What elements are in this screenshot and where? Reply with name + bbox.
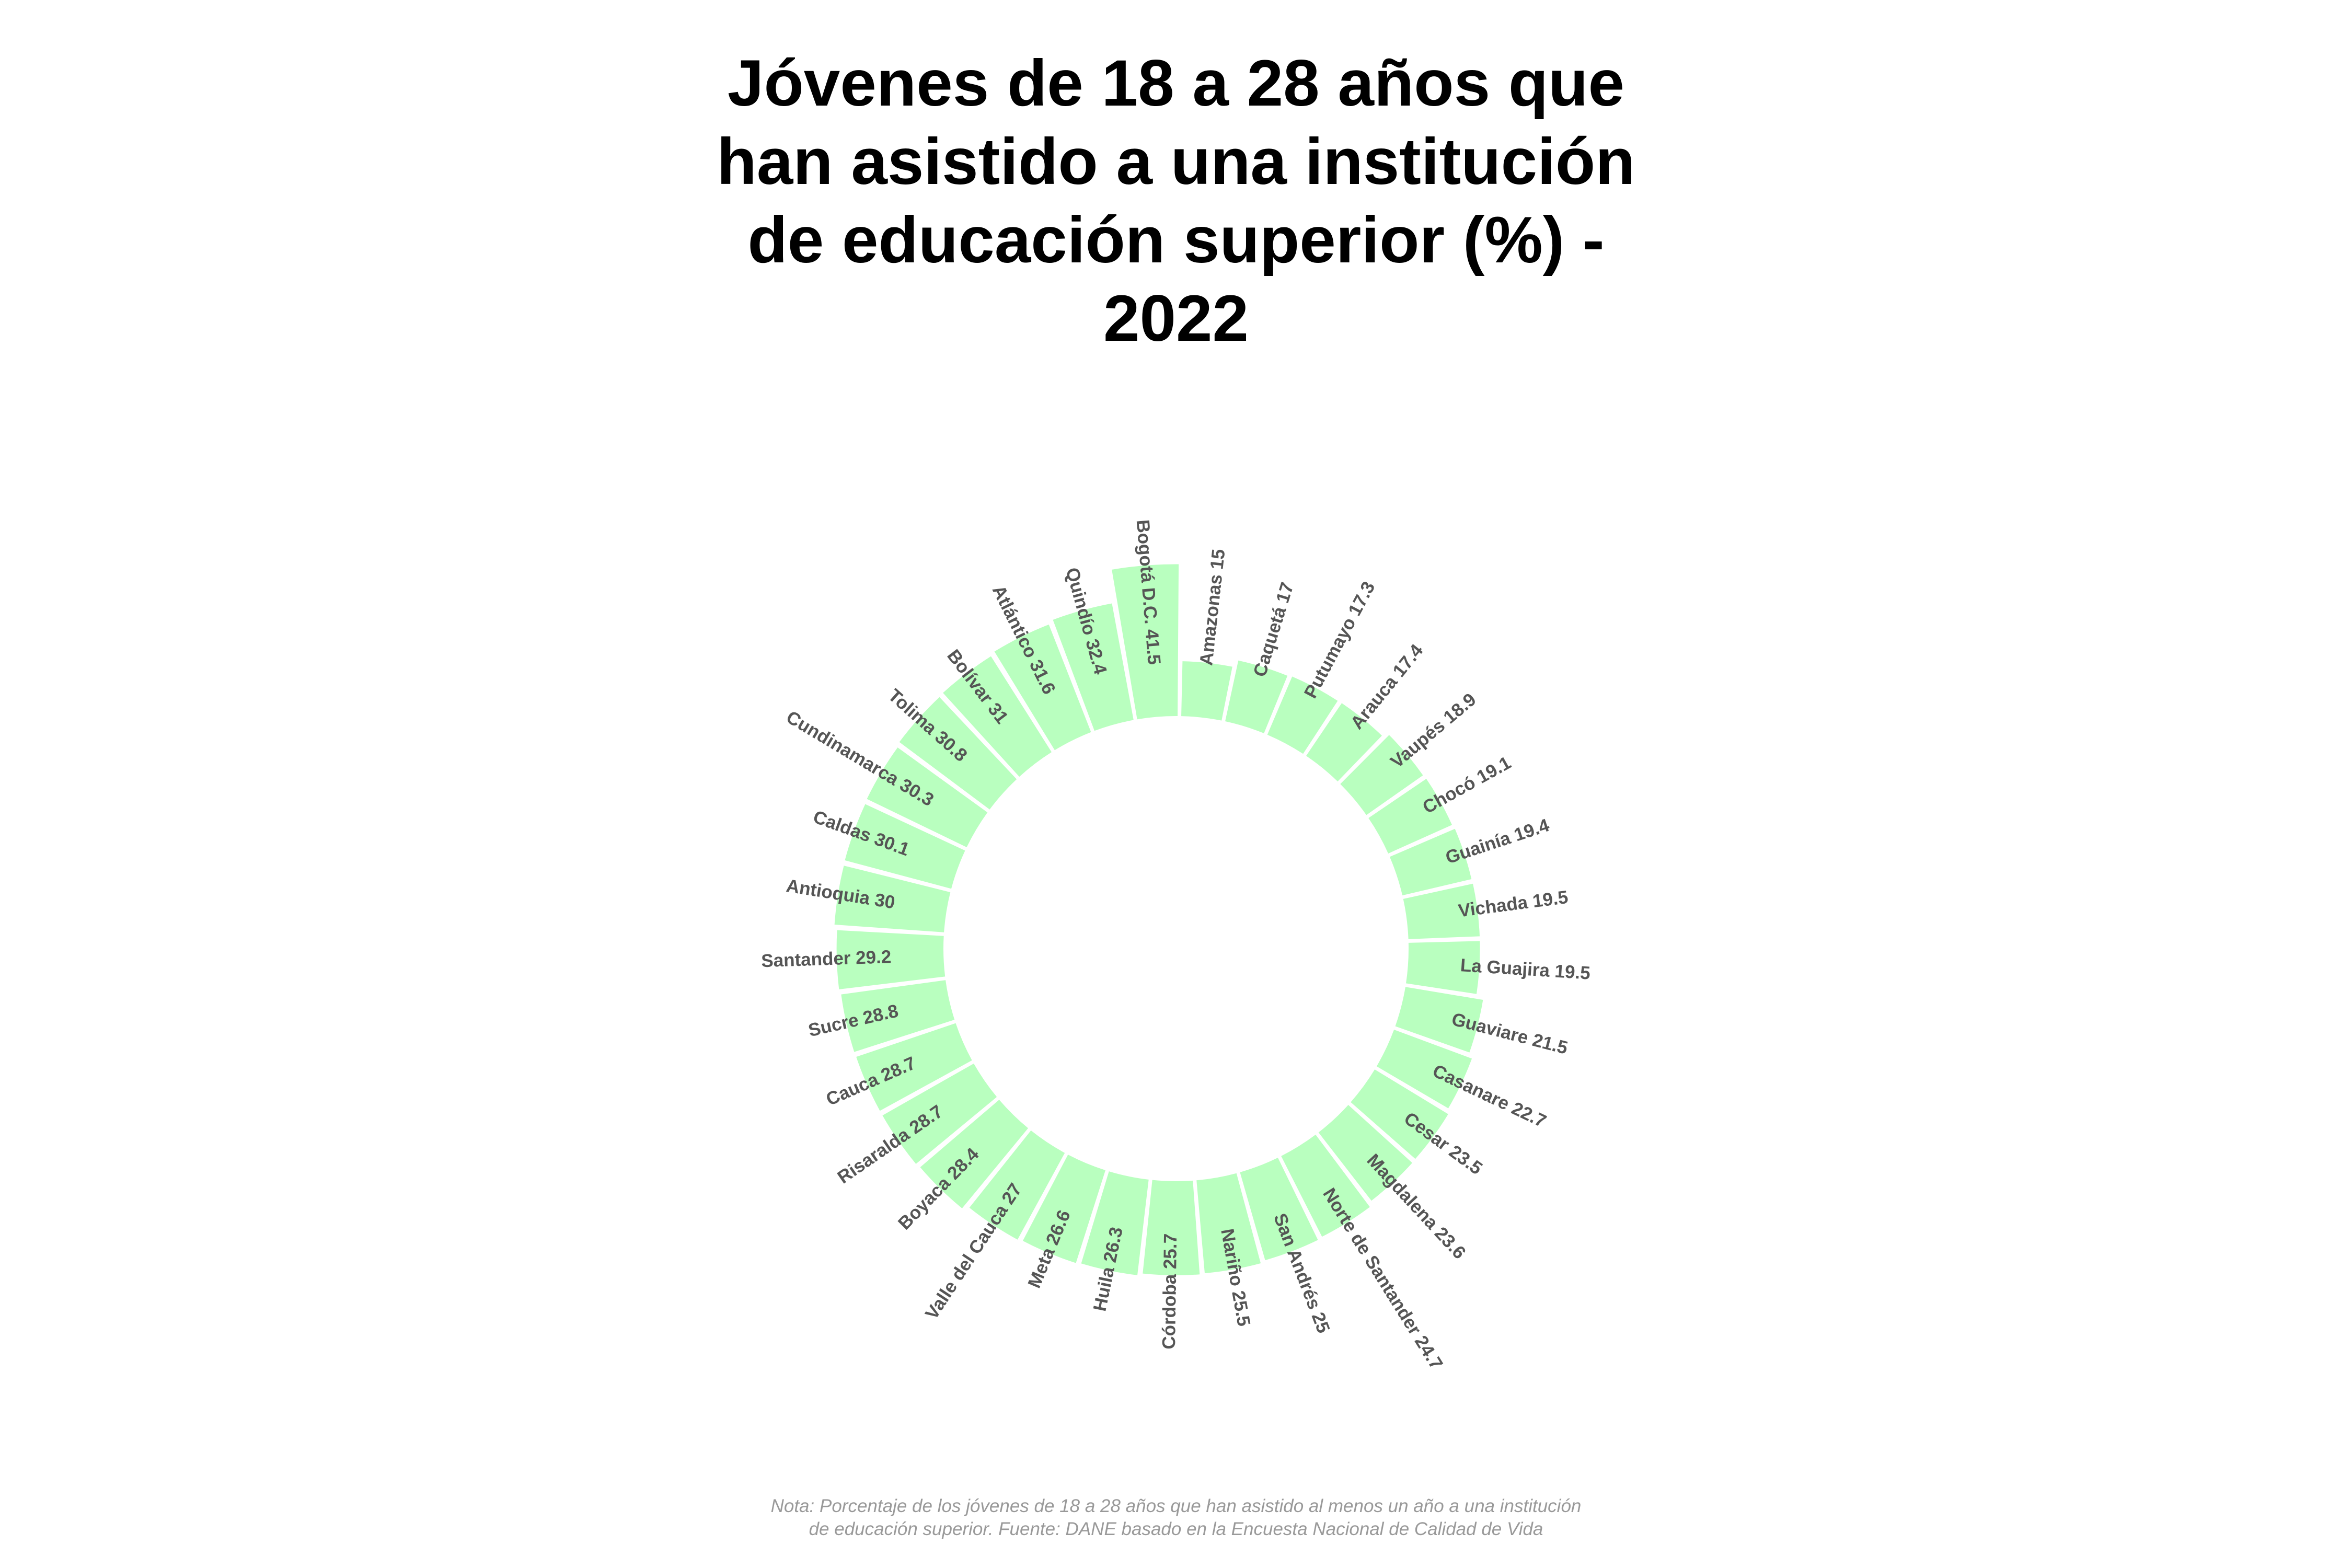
bar-cundinamarca [867, 747, 988, 848]
chart-note: Nota: Porcentaje de los jóvenes de 18 a … [679, 1495, 1673, 1541]
bar-vichada [1403, 883, 1480, 939]
bar-label: Amazonas 15 [1196, 548, 1229, 667]
chart-title: Jóvenes de 18 a 28 años que han asistido… [627, 44, 1725, 358]
bar-guaviare [1395, 987, 1483, 1053]
bar-label: Magdalena 23.6 [1363, 1150, 1470, 1263]
bar-san-andrés [1240, 1158, 1318, 1261]
bar-label: Putumayo 17.3 [1300, 578, 1379, 701]
bar-atlántico [994, 624, 1091, 751]
bar-tolima [899, 697, 1017, 810]
bar-boyacá [920, 1100, 1029, 1208]
bar-vaupés [1340, 735, 1423, 815]
bar-amazonas [1181, 661, 1232, 721]
bar-risaralda [882, 1063, 997, 1164]
bar-sucre [841, 980, 955, 1052]
bar-quindío [1053, 603, 1134, 731]
bar-label: Vaupés 18.9 [1387, 689, 1480, 773]
bar-valle-del-cauca [969, 1130, 1065, 1240]
bar-norte-de-santander [1281, 1134, 1370, 1237]
bar-magdalena [1318, 1104, 1413, 1201]
bar-caldas [845, 804, 965, 889]
bar-label: Arauca 17.4 [1346, 640, 1427, 733]
chart-title-line: de educación superior (%) - [747, 204, 1605, 276]
chart-title-line: 2022 [1103, 282, 1249, 355]
bar-meta [1022, 1155, 1106, 1263]
bar-bolívar [943, 656, 1052, 777]
bars-layer [834, 564, 1483, 1275]
bar-nariño [1196, 1173, 1261, 1274]
bar-guainía [1389, 828, 1472, 896]
bar-label: La Guajira 19.5 [1460, 955, 1591, 983]
bar-cesar [1351, 1069, 1448, 1159]
bar-putumayo [1267, 676, 1338, 754]
bar-cauca [856, 1023, 972, 1111]
bar-córdoba [1143, 1180, 1200, 1275]
chart-note-line: de educación superior. Fuente: DANE basa… [809, 1519, 1543, 1539]
bar-caquetá [1225, 660, 1288, 734]
bar-label: Caquetá 17 [1249, 580, 1298, 679]
chart-title-line: han asistido a una institución [717, 125, 1635, 198]
bar-la-guajira [1406, 941, 1480, 994]
bar-casanare [1376, 1030, 1472, 1109]
chart-note-line: Nota: Porcentaje de los jóvenes de 18 a … [770, 1496, 1582, 1516]
bar-chocó [1368, 779, 1452, 854]
bar-arauca [1306, 703, 1382, 782]
bar-huila [1081, 1171, 1149, 1275]
bar-label: Córdoba 25.7 [1159, 1233, 1181, 1350]
bar-santander [836, 930, 946, 989]
bar-bogotá-d-c- [1112, 564, 1179, 720]
chart-title-line: Jóvenes de 18 a 28 años que [727, 47, 1625, 120]
bar-label: Chocó 19.1 [1419, 753, 1514, 818]
bar-antioquia [834, 866, 951, 932]
bar-label: Santander 29.2 [761, 947, 892, 971]
